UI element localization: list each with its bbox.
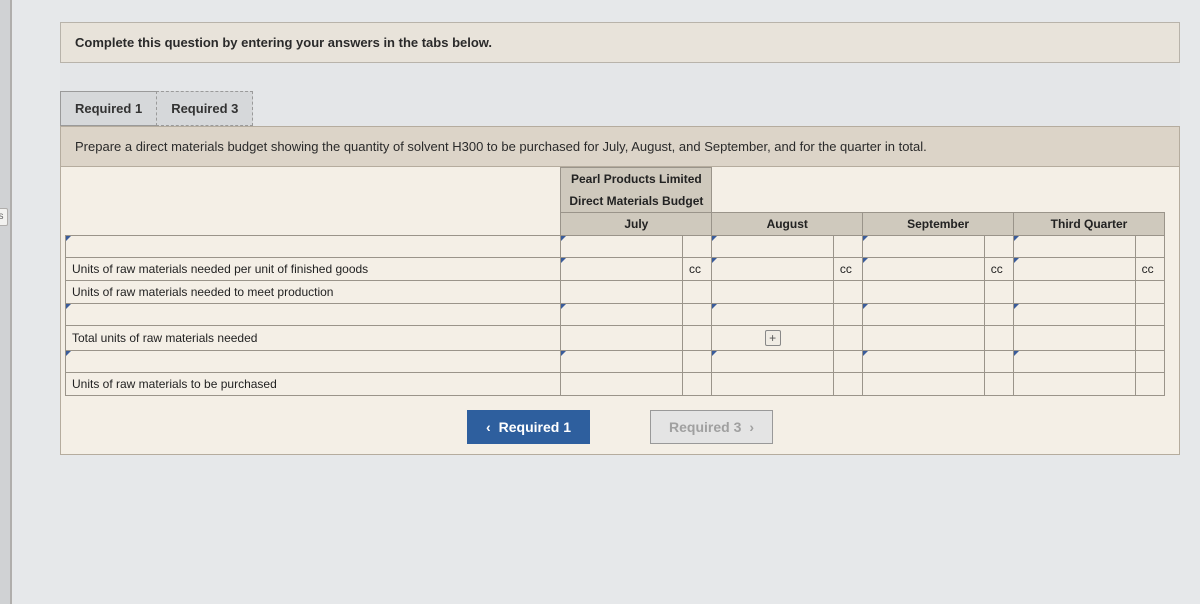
input-cell[interactable] [561, 258, 683, 281]
unit-cell [984, 326, 1013, 351]
unit-cell [833, 281, 862, 304]
unit-cell: cc [984, 258, 1013, 281]
unit-cell [683, 304, 712, 326]
unit-cell [833, 373, 862, 396]
side-tab[interactable]: s [0, 208, 8, 226]
unit-cell [683, 373, 712, 396]
row-label-cell[interactable] [66, 304, 561, 326]
unit-cell [1135, 236, 1164, 258]
input-cell[interactable] [1014, 304, 1136, 326]
left-gutter [0, 0, 12, 604]
chevron-right-icon: › [749, 419, 754, 435]
sheet-title-1: Pearl Products Limited [561, 168, 712, 191]
unit-cell: cc [1135, 258, 1164, 281]
input-cell[interactable] [863, 258, 985, 281]
unit-cell [683, 236, 712, 258]
input-cell[interactable] [863, 236, 985, 258]
table-row [66, 351, 1165, 373]
title-row-2: Direct Materials Budget [66, 190, 1165, 213]
row-label-cell[interactable] [66, 351, 561, 373]
unit-cell [833, 351, 862, 373]
input-cell[interactable] [863, 351, 985, 373]
row-label: Units of raw materials to be purchased [66, 373, 561, 396]
unit-cell [984, 304, 1013, 326]
unit-cell [984, 281, 1013, 304]
nav-row: ‹ Required 1 Required 3 › [61, 410, 1179, 454]
unit-cell [833, 236, 862, 258]
input-cell[interactable] [561, 281, 683, 304]
question-panel: Complete this question by entering your … [60, 22, 1180, 455]
input-cell[interactable] [712, 373, 834, 396]
unit-cell [1135, 281, 1164, 304]
input-cell[interactable] [863, 373, 985, 396]
unit-cell [683, 351, 712, 373]
next-button-label: Required 3 [669, 419, 741, 435]
row-label: Units of raw materials needed per unit o… [66, 258, 561, 281]
row-label: Units of raw materials needed to meet pr… [66, 281, 561, 304]
input-cell[interactable] [561, 373, 683, 396]
next-button[interactable]: Required 3 › [650, 410, 773, 444]
input-cell[interactable] [1014, 258, 1136, 281]
unit-cell [1135, 351, 1164, 373]
sheet-title-2: Direct Materials Budget [561, 190, 712, 213]
input-cell[interactable] [1014, 281, 1136, 304]
input-cell[interactable] [712, 304, 834, 326]
unit-cell [984, 373, 1013, 396]
input-cell[interactable] [712, 258, 834, 281]
input-cell[interactable] [863, 326, 985, 351]
title-row-1: Pearl Products Limited [66, 168, 1165, 191]
unit-cell [683, 326, 712, 351]
table-row: Total units of raw materials needed + [66, 326, 1165, 351]
unit-cell: cc [833, 258, 862, 281]
input-cell[interactable] [1014, 326, 1136, 351]
unit-cell [984, 351, 1013, 373]
prev-button[interactable]: ‹ Required 1 [467, 410, 590, 444]
unit-cell [833, 326, 862, 351]
budget-table: Pearl Products Limited Direct Materials … [65, 167, 1165, 396]
unit-cell [1135, 326, 1164, 351]
app-frame: s Complete this question by entering you… [0, 0, 1200, 604]
table-row [66, 236, 1165, 258]
column-header-row: July August September Third Quarter [66, 213, 1165, 236]
tab-required-1[interactable]: Required 1 [60, 91, 157, 126]
instruction-bar: Complete this question by entering your … [60, 22, 1180, 63]
table-row [66, 304, 1165, 326]
input-cell[interactable] [561, 351, 683, 373]
unit-cell [683, 281, 712, 304]
input-cell[interactable] [863, 304, 985, 326]
input-cell[interactable] [712, 351, 834, 373]
input-cell[interactable]: + [712, 326, 834, 351]
tab-required-3[interactable]: Required 3 [156, 91, 253, 126]
input-cell[interactable] [561, 326, 683, 351]
input-cell[interactable] [712, 236, 834, 258]
input-cell[interactable] [712, 281, 834, 304]
input-cell[interactable] [1014, 373, 1136, 396]
budget-sheet: Pearl Products Limited Direct Materials … [60, 167, 1180, 455]
tabs-row: Required 1 Required 3 [60, 91, 1180, 126]
prev-button-label: Required 1 [499, 419, 571, 435]
input-cell[interactable] [1014, 351, 1136, 373]
prompt-text: Prepare a direct materials budget showin… [60, 126, 1180, 167]
chevron-left-icon: ‹ [486, 419, 491, 435]
plus-icon[interactable]: + [765, 330, 781, 346]
row-label-cell[interactable] [66, 236, 561, 258]
col-head-august: August [712, 213, 863, 236]
unit-cell [984, 236, 1013, 258]
input-cell[interactable] [561, 304, 683, 326]
unit-cell [833, 304, 862, 326]
input-cell[interactable] [1014, 236, 1136, 258]
col-head-september: September [863, 213, 1014, 236]
table-row: Units of raw materials needed per unit o… [66, 258, 1165, 281]
col-head-july: July [561, 213, 712, 236]
input-cell[interactable] [561, 236, 683, 258]
unit-cell: cc [683, 258, 712, 281]
table-row: Units of raw materials to be purchased [66, 373, 1165, 396]
row-label: Total units of raw materials needed [66, 326, 561, 351]
unit-cell [1135, 304, 1164, 326]
col-head-quarter: Third Quarter [1014, 213, 1165, 236]
table-row: Units of raw materials needed to meet pr… [66, 281, 1165, 304]
unit-cell [1135, 373, 1164, 396]
input-cell[interactable] [863, 281, 985, 304]
